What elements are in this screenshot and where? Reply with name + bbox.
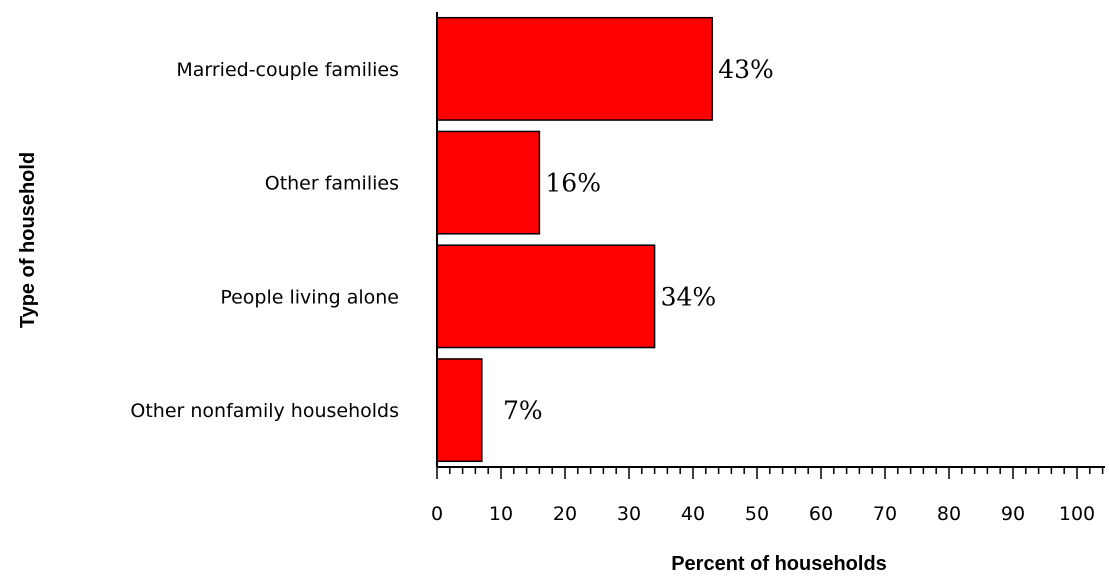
x-tick-label: 20 [553,503,577,525]
x-tick-label: 40 [681,503,705,525]
x-tick-labels: 0 10 20 30 40 50 60 70 80 90 100 [431,503,1095,525]
bar [436,244,656,349]
bar [436,16,713,121]
category-label: Married-couple families [176,59,399,81]
x-tick-label: 90 [1001,503,1025,525]
data-label: 43% [718,55,774,84]
x-tick-label: 10 [489,503,513,525]
x-tick-label: 70 [873,503,897,525]
bar [436,358,483,463]
x-tick-label: 80 [937,503,961,525]
x-axis-ticks [436,467,1104,479]
x-tick-label: 60 [809,503,833,525]
x-tick-label: 50 [745,503,769,525]
data-labels: 43% 16% 34% 7% [503,55,774,425]
category-label: Other families [265,173,399,195]
data-label: 34% [661,282,717,311]
y-axis-title: Type of household [17,152,39,328]
data-label: 16% [545,169,601,198]
category-label: People living alone [220,286,399,308]
bars-group [436,16,713,463]
data-label: 7% [503,396,543,425]
bar [436,130,541,235]
x-tick-label: 0 [431,503,443,525]
category-labels: Married-couple families Other families Peo… [130,59,399,422]
x-tick-label: 100 [1059,503,1095,525]
x-tick-label: 30 [617,503,641,525]
category-label: Other nonfamily households [130,400,399,422]
x-axis-title: Percent of households [671,553,887,575]
